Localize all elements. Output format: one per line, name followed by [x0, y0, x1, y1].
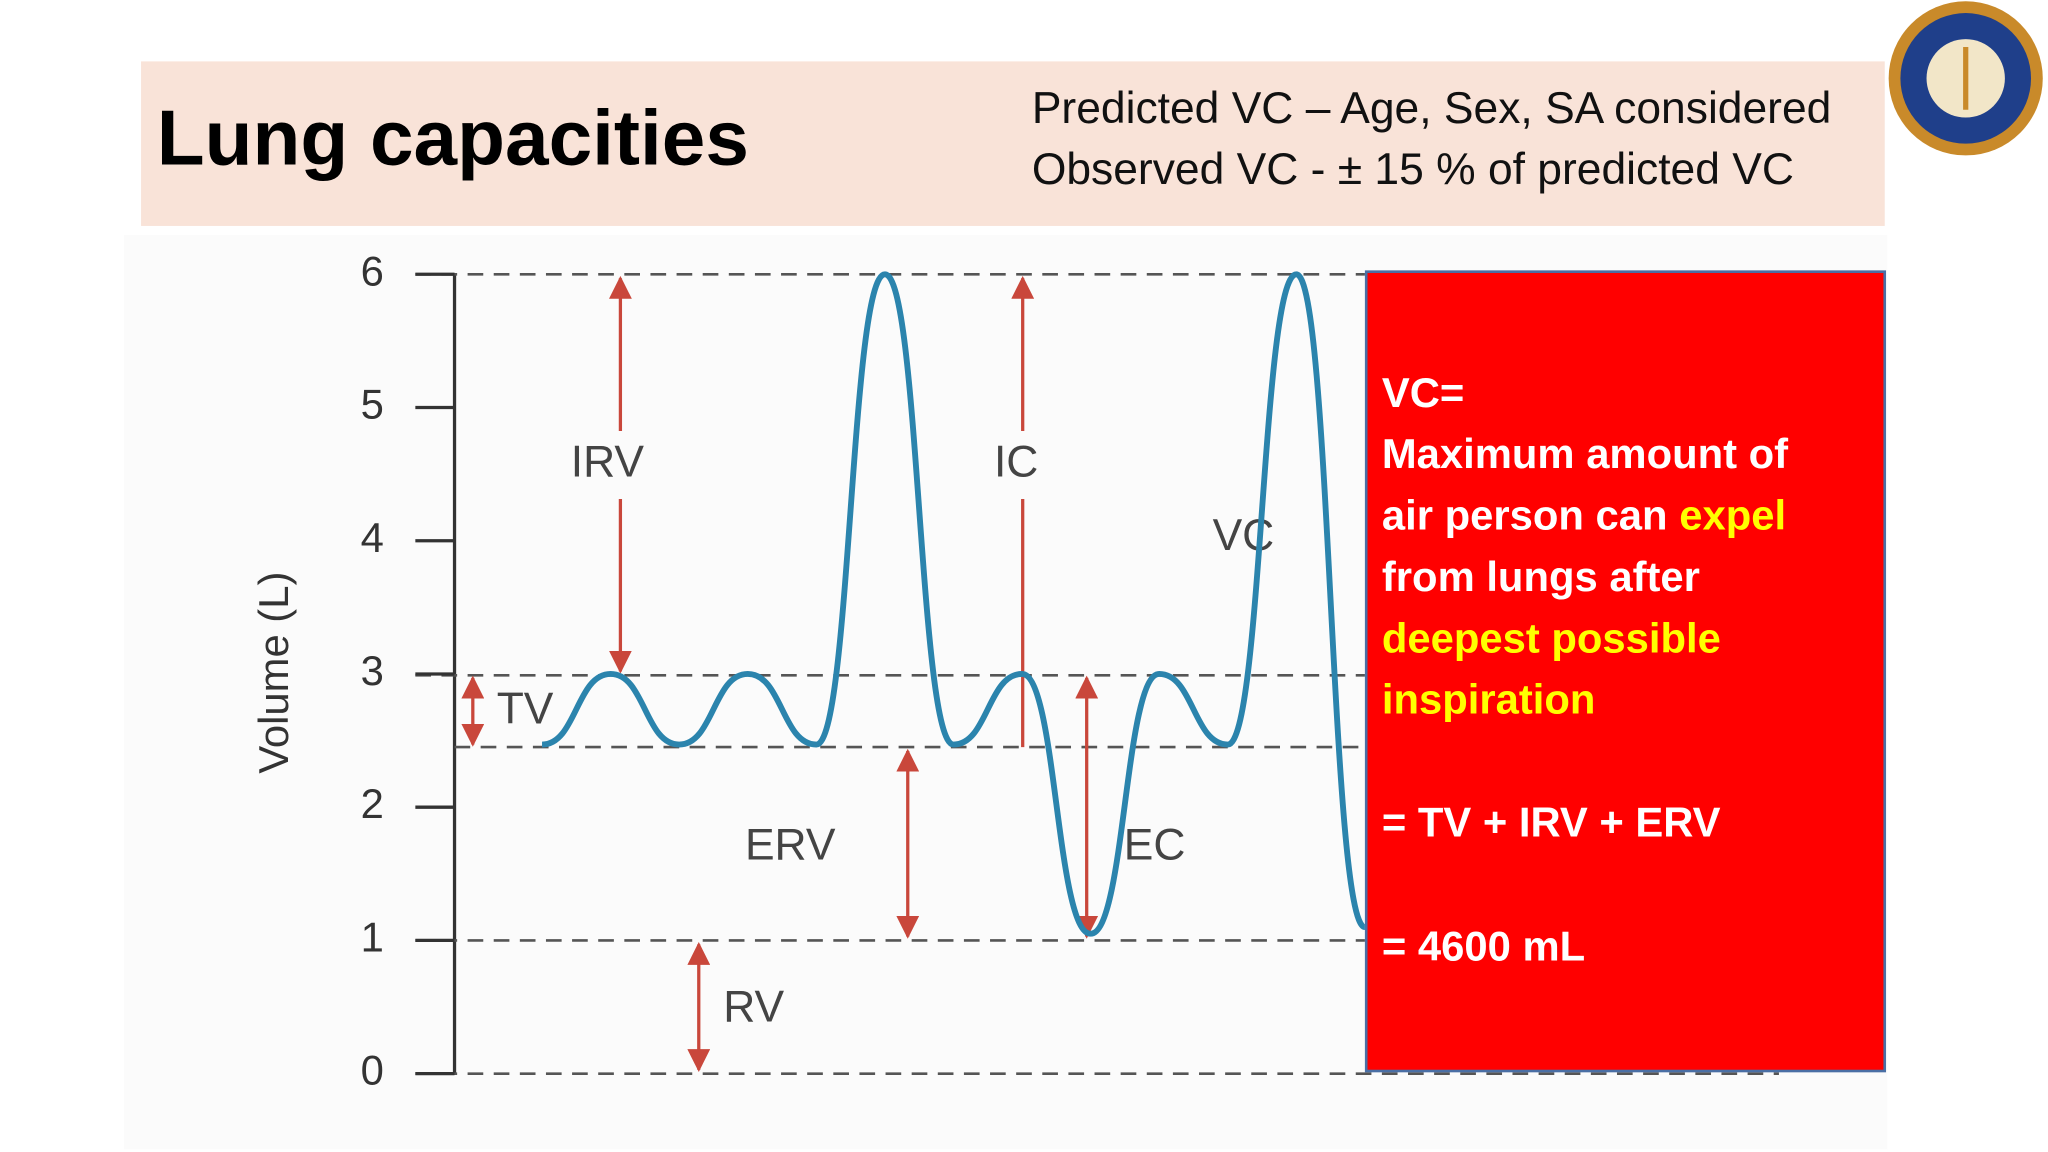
- annotation: VC: [1213, 511, 1275, 560]
- note-text: VC=: [1382, 369, 1464, 416]
- chart: Volume (L) IRV IC TV ERV EC RV VC 0 1 2 3 4 5…: [250, 247, 1779, 1094]
- note-background: [1364, 270, 1887, 1073]
- volume-curve: [541, 271, 1367, 937]
- annotation: IC: [994, 438, 1038, 487]
- note-text: air person can: [1382, 492, 1668, 539]
- y-tick-label: 0: [361, 1047, 384, 1094]
- note-line: = TV + IRV + ERV: [1382, 799, 1721, 846]
- y-tick-label: 3: [361, 647, 384, 694]
- y-tick-label: 5: [361, 381, 384, 428]
- note-line: deepest possible: [1382, 614, 1721, 661]
- annotation: IRV: [571, 438, 645, 487]
- annotation: EC: [1124, 820, 1186, 869]
- y-tick-label: 6: [361, 247, 384, 294]
- note-text: = 4600 mL: [1382, 923, 1585, 970]
- note-line: = 4600 mL: [1382, 923, 1585, 970]
- note-line: inspiration: [1382, 676, 1596, 723]
- title: Lung capacities: [157, 93, 749, 181]
- annotation: ERV: [745, 820, 836, 869]
- y-tick-label: 4: [361, 514, 384, 561]
- note-text: from lungs after: [1382, 553, 1700, 600]
- y-axis-label: Volume (L): [250, 572, 297, 774]
- note-line: from lungs after: [1382, 553, 1700, 600]
- header-band: [141, 61, 1885, 226]
- subtitle-line: Predicted VC – Age, Sex, SA considered: [1032, 84, 1832, 133]
- note-text: expel: [1679, 492, 1786, 539]
- arrows: [461, 275, 1099, 1072]
- note-line: air person can expel: [1382, 492, 1786, 539]
- annotation: RV: [723, 982, 784, 1031]
- annotation: TV: [497, 685, 554, 734]
- note-text: Maximum amount of: [1382, 430, 1788, 477]
- note-text: = TV + IRV + ERV: [1382, 799, 1721, 846]
- note-text: deepest possible: [1382, 614, 1721, 661]
- subtitle-line: Observed VC - ± 15 % of predicted VC: [1032, 145, 1794, 194]
- note-text: inspiration: [1382, 676, 1596, 723]
- note-box: VC= Maximum amount of air person can expel f…: [1364, 270, 1887, 1073]
- logo: [1888, 1, 2043, 156]
- y-tick-label: 2: [361, 780, 384, 827]
- y-tick-label: 1: [361, 913, 384, 960]
- note-line: VC=: [1382, 369, 1464, 416]
- note-line: Maximum amount of: [1382, 430, 1788, 477]
